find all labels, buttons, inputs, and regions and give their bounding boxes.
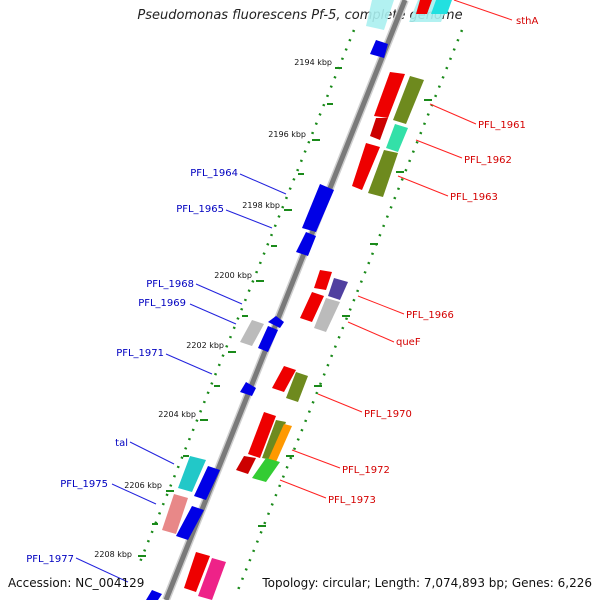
tick-2194: 2194 kbp [294, 58, 342, 69]
label-pfl1965: PFL_1965 [176, 204, 224, 215]
gene-pfl1972-orange[interactable] [268, 424, 292, 462]
label-pfl1973: PFL_1973 [328, 495, 376, 506]
tick-label: 2194 kbp [294, 58, 332, 67]
label-pfl1963: PFL_1963 [450, 192, 498, 203]
genome-summary-label: Topology: circular; Length: 7,074,893 bp… [262, 576, 592, 590]
gene-pfl1971[interactable] [240, 382, 256, 396]
gene-pfl1961b-olive[interactable] [393, 76, 424, 124]
gene-pfl1965[interactable] [296, 232, 316, 256]
gene-pfl1961[interactable] [370, 72, 405, 140]
tick-label: 2202 kbp [186, 341, 224, 350]
gene-tal[interactable] [178, 456, 206, 492]
tick-label: 2200 kbp [214, 271, 252, 280]
label-tal: tal [115, 438, 128, 449]
tick-2200: 2200 kbp [214, 271, 264, 282]
tick-label: 2204 kbp [158, 410, 196, 419]
gene-forward-top-red[interactable] [416, 0, 432, 14]
label-pfl1964: PFL_1964 [190, 168, 238, 179]
gene-tal-blue[interactable] [194, 466, 220, 500]
gene-pfl1966-purple[interactable] [328, 278, 348, 300]
minor-ticks [152, 99, 432, 527]
label-sthA: sthA [516, 16, 538, 27]
gene-reverse-top-lightcyan[interactable] [366, 0, 394, 30]
gene-pfl1968[interactable] [268, 316, 284, 328]
tick-2198: 2198 kbp [242, 201, 292, 211]
label-queF: queF [396, 337, 421, 348]
gene-pfl1977[interactable] [146, 590, 162, 600]
tick-label: 2206 kbp [124, 481, 162, 490]
gene-pfl1969-gray[interactable] [240, 320, 264, 346]
tick-label: 2208 kbp [94, 550, 132, 559]
gene-pfl1970-red[interactable] [272, 366, 296, 392]
gene-pfl1964[interactable] [302, 184, 334, 232]
tick-2202: 2202 kbp [186, 341, 236, 353]
gene-queF-red[interactable] [300, 292, 324, 322]
gene-pfl1973-green[interactable] [252, 458, 280, 482]
label-pfl1970: PFL_1970 [364, 409, 412, 420]
gene-pfl1969-blue[interactable] [258, 326, 278, 352]
label-lines-forward [279, 0, 513, 499]
label-pfl1977: PFL_1977 [26, 554, 74, 565]
gene-bottom-magenta[interactable] [198, 558, 226, 600]
label-lines-reverse [75, 173, 287, 583]
label-pfl1971: PFL_1971 [116, 348, 164, 359]
gene-forward-top-cyan[interactable] [431, 0, 452, 14]
gene-pfl1963-olive[interactable] [368, 150, 398, 197]
gene-pfl1970-olive[interactable] [286, 372, 308, 402]
gene-pfl1972-olive[interactable] [262, 420, 286, 460]
gene-pfl1963-red[interactable] [352, 143, 380, 190]
label-pfl1966: PFL_1966 [406, 310, 454, 321]
gene-pfl1966-red[interactable] [314, 270, 332, 290]
forward-guide [236, 29, 464, 591]
gene-reverse-top-blue[interactable] [370, 40, 388, 58]
label-pfl1962: PFL_1962 [464, 155, 512, 166]
backbone [162, 0, 409, 600]
tick-2208: 2208 kbp [94, 550, 146, 559]
gene-bottom-red[interactable] [184, 552, 210, 592]
tick-2204: 2204 kbp [158, 410, 208, 421]
gene-pfl1962[interactable] [386, 124, 408, 152]
gene-pfl1975-blue[interactable] [176, 506, 204, 540]
tick-2206: 2206 kbp [124, 481, 174, 492]
label-pfl1968: PFL_1968 [146, 279, 194, 290]
label-pfl1975: PFL_1975 [60, 479, 108, 490]
tick-label: 2196 kbp [268, 130, 306, 139]
accession-label: Accession: NC_004129 [8, 576, 145, 590]
gene-queF-gray[interactable] [314, 298, 340, 332]
label-pfl1961: PFL_1961 [478, 120, 526, 131]
gene-pfl1975-salmon[interactable] [162, 494, 188, 534]
gene-pfl1972-red[interactable] [236, 412, 276, 474]
tick-2196: 2196 kbp [268, 130, 320, 141]
label-pfl1969: PFL_1969 [138, 298, 186, 309]
tick-label: 2198 kbp [242, 201, 280, 210]
label-pfl1972: PFL_1972 [342, 465, 390, 476]
